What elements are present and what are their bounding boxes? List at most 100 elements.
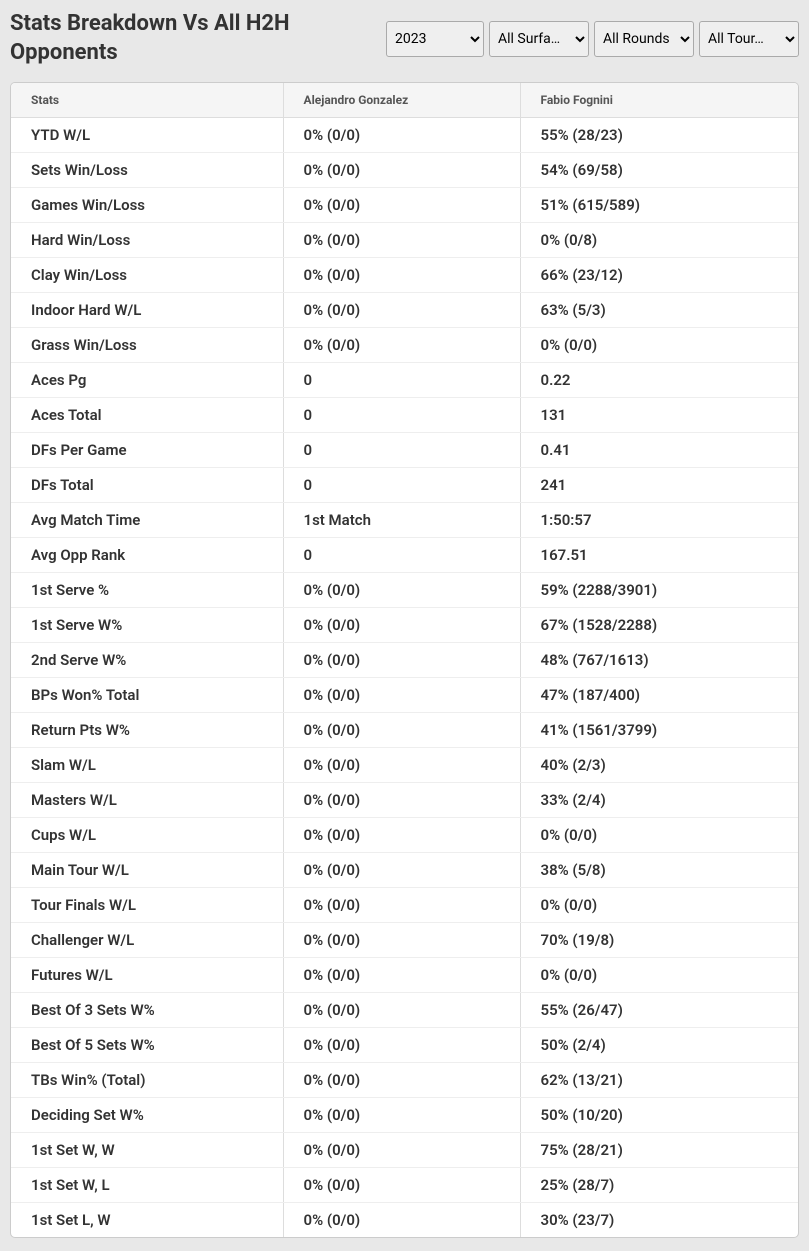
player1-value: 0% (0/0): [283, 923, 520, 958]
stat-label: Games Win/Loss: [11, 188, 283, 223]
table-row: Masters W/L0% (0/0)33% (2/4): [11, 783, 798, 818]
table-row: 1st Serve W%0% (0/0)67% (1528/2288): [11, 608, 798, 643]
player2-value: 167.51: [520, 538, 798, 573]
player1-value: 0: [283, 363, 520, 398]
player2-value: 59% (2288/3901): [520, 573, 798, 608]
player2-value: 55% (26/47): [520, 993, 798, 1028]
stat-label: Deciding Set W%: [11, 1098, 283, 1133]
stat-label: Clay Win/Loss: [11, 258, 283, 293]
table-row: Slam W/L0% (0/0)40% (2/3): [11, 748, 798, 783]
player1-value: 0% (0/0): [283, 328, 520, 363]
player2-value: 48% (767/1613): [520, 643, 798, 678]
player2-value: 40% (2/3): [520, 748, 798, 783]
player1-value: 0% (0/0): [283, 713, 520, 748]
player2-value: 62% (13/21): [520, 1063, 798, 1098]
player1-value: 0: [283, 538, 520, 573]
player2-value: 54% (69/58): [520, 153, 798, 188]
stat-label: Indoor Hard W/L: [11, 293, 283, 328]
player1-value: 0% (0/0): [283, 888, 520, 923]
player1-value: 0% (0/0): [283, 608, 520, 643]
player1-value: 0% (0/0): [283, 1063, 520, 1098]
player1-value: 1st Match: [283, 503, 520, 538]
player2-value: 0% (0/0): [520, 818, 798, 853]
player2-value: 30% (23/7): [520, 1203, 798, 1238]
filter-controls: 2023 All Surfa… All Rounds All Tour…: [386, 21, 799, 57]
header-stats: Stats: [11, 83, 283, 118]
stat-label: Best Of 5 Sets W%: [11, 1028, 283, 1063]
player1-value: 0% (0/0): [283, 153, 520, 188]
tour-select[interactable]: All Tour…: [699, 21, 799, 57]
header-player2: Fabio Fognini: [520, 83, 798, 118]
table-header-row: Stats Alejandro Gonzalez Fabio Fognini: [11, 83, 798, 118]
table-row: Tour Finals W/L0% (0/0)0% (0/0): [11, 888, 798, 923]
table-row: Main Tour W/L0% (0/0)38% (5/8): [11, 853, 798, 888]
player1-value: 0% (0/0): [283, 1098, 520, 1133]
player2-value: 66% (23/12): [520, 258, 798, 293]
player2-value: 67% (1528/2288): [520, 608, 798, 643]
player1-value: 0% (0/0): [283, 678, 520, 713]
player1-value: 0: [283, 468, 520, 503]
table-row: Aces Pg00.22: [11, 363, 798, 398]
player1-value: 0% (0/0): [283, 1168, 520, 1203]
player2-value: 1:50:57: [520, 503, 798, 538]
stat-label: Grass Win/Loss: [11, 328, 283, 363]
table-row: 1st Set L, W0% (0/0)30% (23/7): [11, 1203, 798, 1238]
table-row: 2nd Serve W%0% (0/0)48% (767/1613): [11, 643, 798, 678]
player2-value: 0.22: [520, 363, 798, 398]
player2-value: 47% (187/400): [520, 678, 798, 713]
page-title: Stats Breakdown Vs All H2H Opponents: [10, 10, 300, 67]
table-row: BPs Won% Total0% (0/0)47% (187/400): [11, 678, 798, 713]
player2-value: 70% (19/8): [520, 923, 798, 958]
stat-label: 1st Set W, L: [11, 1168, 283, 1203]
player2-value: 33% (2/4): [520, 783, 798, 818]
stat-label: 1st Set W, W: [11, 1133, 283, 1168]
stat-label: Hard Win/Loss: [11, 223, 283, 258]
player1-value: 0: [283, 398, 520, 433]
stat-label: 2nd Serve W%: [11, 643, 283, 678]
stat-label: Challenger W/L: [11, 923, 283, 958]
stat-label: Avg Match Time: [11, 503, 283, 538]
round-select[interactable]: All Rounds: [594, 21, 694, 57]
player1-value: 0% (0/0): [283, 958, 520, 993]
stat-label: Main Tour W/L: [11, 853, 283, 888]
stat-label: Return Pts W%: [11, 713, 283, 748]
year-select[interactable]: 2023: [386, 21, 484, 57]
table-row: Avg Opp Rank0167.51: [11, 538, 798, 573]
stat-label: DFs Per Game: [11, 433, 283, 468]
table-row: Clay Win/Loss0% (0/0)66% (23/12): [11, 258, 798, 293]
player1-value: 0% (0/0): [283, 853, 520, 888]
header-player1: Alejandro Gonzalez: [283, 83, 520, 118]
player1-value: 0% (0/0): [283, 118, 520, 153]
player2-value: 0% (0/8): [520, 223, 798, 258]
surface-select[interactable]: All Surfa…: [489, 21, 589, 57]
player2-value: 0% (0/0): [520, 888, 798, 923]
stats-table-container: Stats Alejandro Gonzalez Fabio Fognini Y…: [10, 82, 799, 1238]
table-row: Cups W/L0% (0/0)0% (0/0): [11, 818, 798, 853]
table-row: YTD W/L0% (0/0)55% (28/23): [11, 118, 798, 153]
stat-label: Sets Win/Loss: [11, 153, 283, 188]
player1-value: 0% (0/0): [283, 1203, 520, 1238]
player2-value: 75% (28/21): [520, 1133, 798, 1168]
player2-value: 241: [520, 468, 798, 503]
player1-value: 0% (0/0): [283, 818, 520, 853]
player2-value: 25% (28/7): [520, 1168, 798, 1203]
table-row: Return Pts W%0% (0/0)41% (1561/3799): [11, 713, 798, 748]
player1-value: 0: [283, 433, 520, 468]
player2-value: 38% (5/8): [520, 853, 798, 888]
stat-label: Futures W/L: [11, 958, 283, 993]
player2-value: 50% (10/20): [520, 1098, 798, 1133]
stat-label: 1st Serve %: [11, 573, 283, 608]
table-row: Futures W/L0% (0/0)0% (0/0): [11, 958, 798, 993]
player1-value: 0% (0/0): [283, 293, 520, 328]
stat-label: Best Of 3 Sets W%: [11, 993, 283, 1028]
stat-label: BPs Won% Total: [11, 678, 283, 713]
stat-label: Aces Total: [11, 398, 283, 433]
table-row: 1st Set W, W0% (0/0)75% (28/21): [11, 1133, 798, 1168]
table-row: Indoor Hard W/L0% (0/0)63% (5/3): [11, 293, 798, 328]
table-row: Deciding Set W%0% (0/0)50% (10/20): [11, 1098, 798, 1133]
player2-value: 0% (0/0): [520, 328, 798, 363]
table-row: TBs Win% (Total)0% (0/0)62% (13/21): [11, 1063, 798, 1098]
player1-value: 0% (0/0): [283, 188, 520, 223]
table-row: Aces Total0131: [11, 398, 798, 433]
table-row: Games Win/Loss0% (0/0)51% (615/589): [11, 188, 798, 223]
